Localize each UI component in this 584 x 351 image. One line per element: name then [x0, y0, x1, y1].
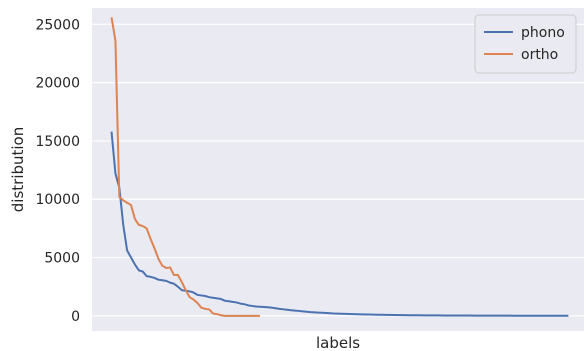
y-tick-label: 0: [71, 309, 80, 325]
legend-label-ortho: ortho: [521, 47, 558, 63]
y-tick-labels: 0 5000 10000 15000 20000 25000: [35, 17, 80, 325]
x-axis-label: labels: [316, 334, 360, 351]
legend-box: [474, 14, 577, 74]
series-line-phono: [110, 131, 569, 317]
y-tick-label: 15000: [35, 134, 80, 150]
legend-label-phono: phono: [521, 25, 565, 41]
y-tick-label: 10000: [35, 192, 80, 208]
y-tick-label: 5000: [44, 251, 80, 267]
legend: phono ortho: [474, 14, 577, 74]
y-tick-label: 20000: [35, 76, 80, 92]
y-axis-label: distribution: [9, 127, 27, 212]
series-lines: [110, 17, 569, 317]
y-tick-label: 25000: [35, 17, 80, 33]
series-line-ortho: [110, 17, 260, 317]
